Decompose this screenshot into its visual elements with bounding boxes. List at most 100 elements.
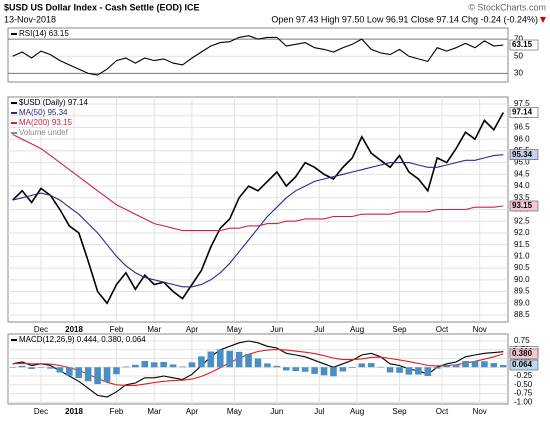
histogram-bar bbox=[113, 367, 120, 375]
down-arrow bbox=[540, 17, 546, 23]
value-tag bbox=[509, 348, 539, 360]
x-tick-label: 2018 bbox=[65, 325, 83, 334]
histogram-bar bbox=[349, 367, 356, 368]
value-tag-label: 0.380 bbox=[512, 349, 533, 358]
histogram-bar bbox=[311, 367, 318, 374]
x-tick-label: Apr bbox=[186, 325, 199, 334]
value-tag bbox=[509, 39, 539, 51]
legend-entry: RSI(14) 63.15 bbox=[19, 29, 69, 38]
x-tick-label: Jun bbox=[270, 407, 283, 416]
histogram-bar bbox=[188, 362, 196, 368]
y-tick-label: 92.5 bbox=[514, 216, 530, 225]
histogram-bar bbox=[292, 367, 300, 372]
y-tick-label: -0.75 bbox=[514, 389, 533, 398]
histogram-bar bbox=[415, 367, 422, 375]
histogram-bar bbox=[396, 367, 403, 373]
value-tag bbox=[509, 200, 539, 212]
x-tick-label: May bbox=[227, 325, 242, 334]
y-tick-label: 91.5 bbox=[514, 240, 530, 249]
histogram-bar bbox=[179, 366, 186, 368]
y-tick-label: -1.00 bbox=[514, 397, 533, 406]
histogram-bar bbox=[207, 351, 215, 368]
histogram-bar bbox=[94, 367, 101, 385]
histogram-bar bbox=[367, 363, 375, 368]
x-tick-label: Aug bbox=[350, 407, 364, 416]
x-tick-label: Oct bbox=[436, 325, 449, 334]
value-tag-label: 93.15 bbox=[512, 201, 533, 210]
y-tick-label: 89.0 bbox=[514, 298, 530, 307]
y-tick-label: 0.75 bbox=[514, 336, 530, 345]
histogram-bar bbox=[339, 367, 347, 372]
x-tick-label: Dec bbox=[34, 325, 48, 334]
histogram-bar bbox=[273, 365, 281, 368]
histogram-bar bbox=[160, 362, 167, 368]
x-tick-label: Sep bbox=[392, 325, 407, 334]
quote: Open 97.43 High 97.50 Low 96.91 Close 97… bbox=[271, 14, 538, 24]
histogram-bar bbox=[75, 367, 83, 379]
histogram-bar bbox=[254, 358, 262, 368]
x-tick-label: Aug bbox=[350, 325, 364, 334]
legend-entry: MA(50) 95.34 bbox=[19, 108, 68, 117]
histogram-bar bbox=[490, 363, 498, 368]
histogram-bar bbox=[216, 349, 224, 368]
y-tick-label: -0.50 bbox=[514, 380, 533, 389]
histogram-bar bbox=[84, 367, 92, 382]
y-tick-label: -0.25 bbox=[514, 371, 533, 380]
value-tag-label: 97.14 bbox=[512, 108, 533, 117]
y-tick-label: 90.0 bbox=[514, 275, 530, 284]
histogram-bar bbox=[481, 361, 488, 368]
y-tick-label: 70 bbox=[514, 34, 523, 43]
histogram-bar bbox=[320, 367, 328, 376]
legend-entry: MACD(12,26,9) 0.444, 0.380, 0.064 bbox=[19, 335, 146, 344]
histogram-bar bbox=[66, 367, 73, 376]
histogram-bar bbox=[499, 365, 507, 368]
legend-entry: Volume undef bbox=[19, 128, 69, 137]
x-tick-label: Apr bbox=[186, 407, 199, 416]
histogram-bar bbox=[9, 367, 17, 368]
histogram-bar bbox=[141, 360, 149, 368]
histogram-bar bbox=[283, 367, 290, 371]
histogram-bar bbox=[443, 365, 450, 368]
x-tick-label: Sep bbox=[392, 407, 407, 416]
histogram-bar bbox=[132, 364, 139, 368]
value-tag bbox=[509, 107, 539, 118]
x-tick-label: Feb bbox=[110, 407, 124, 416]
histogram-bar bbox=[462, 360, 469, 368]
x-tick-label: May bbox=[227, 407, 242, 416]
y-tick-label: 50 bbox=[514, 51, 523, 60]
histogram-bar bbox=[245, 353, 252, 368]
histogram-bar bbox=[377, 366, 384, 368]
value-tag-label: 0.064 bbox=[512, 360, 533, 369]
value-tag bbox=[509, 149, 539, 160]
x-tick-label: Mar bbox=[147, 325, 161, 334]
histogram-bar bbox=[235, 351, 243, 368]
y-tick-label: 90.5 bbox=[514, 263, 530, 272]
histogram-bar bbox=[301, 367, 309, 372]
y-tick-label: 92.0 bbox=[514, 228, 530, 237]
histogram-bar bbox=[28, 367, 35, 369]
y-tick-label: 96.5 bbox=[514, 123, 530, 132]
histogram-bar bbox=[405, 367, 413, 375]
histogram-bar bbox=[150, 362, 158, 368]
histogram-bar bbox=[37, 367, 45, 368]
x-tick-label: Oct bbox=[436, 407, 449, 416]
histogram-bar bbox=[103, 367, 111, 382]
histogram-bar bbox=[18, 365, 26, 368]
series-line bbox=[12, 134, 504, 232]
histogram-bar bbox=[122, 366, 130, 368]
x-tick-label: Dec bbox=[34, 407, 48, 416]
y-tick-label: 94.0 bbox=[514, 181, 530, 190]
value-tag bbox=[509, 359, 539, 371]
source: © StockCharts.com bbox=[468, 2, 546, 12]
x-tick-label: Jul bbox=[314, 407, 324, 416]
title: $USD US Dollar Index - Cash Settle (EOD)… bbox=[4, 2, 200, 12]
value-tag-label: 95.34 bbox=[512, 150, 533, 159]
x-tick-label: Nov bbox=[473, 325, 487, 334]
y-tick-label: 95.0 bbox=[514, 158, 530, 167]
series-line bbox=[12, 154, 504, 288]
histogram-bar bbox=[330, 367, 337, 377]
y-tick-label: 96.0 bbox=[514, 134, 530, 143]
y-tick-label: 91.0 bbox=[514, 251, 530, 260]
histogram-bar bbox=[471, 360, 479, 368]
